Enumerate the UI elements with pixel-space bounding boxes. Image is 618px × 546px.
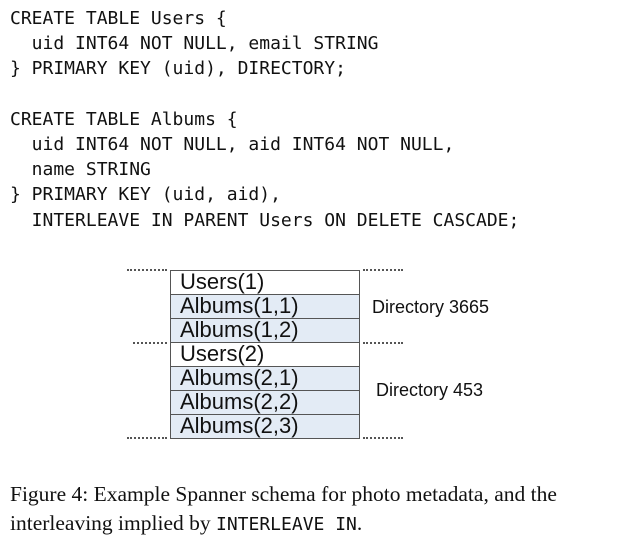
row-albums-2-2: Albums(2,2)	[170, 390, 360, 414]
directory-label-3665: Directory 3665	[372, 297, 490, 317]
code-line: CREATE TABLE Albums {	[10, 108, 238, 130]
caption-suffix: .	[356, 511, 363, 535]
row-albums-2-1: Albums(2,1)	[170, 366, 360, 390]
code-line: name STRING	[10, 159, 151, 181]
row-users-2: Users(2)	[170, 342, 360, 366]
directory-boundary-top-right	[363, 269, 403, 271]
row-albums-1-1: Albums(1,1)	[170, 294, 360, 318]
row-albums-2-3: Albums(2,3)	[170, 414, 360, 439]
code-line: uid INT64 NOT NULL, email STRING	[10, 33, 379, 55]
code-line: uid INT64 NOT NULL, aid INT64 NOT NULL,	[10, 133, 455, 155]
directory-label-453: Directory 453	[376, 380, 484, 400]
directory-boundary-bottom-left	[127, 437, 167, 439]
directory-boundary-mid-right	[363, 342, 403, 344]
directory-boundary-mid-left	[133, 342, 167, 344]
schema-code-block: CREATE TABLE Users { uid INT64 NOT NULL,…	[10, 6, 519, 233]
code-line: INTERLEAVE IN PARENT Users ON DELETE CAS…	[10, 209, 520, 231]
directory-boundary-bottom-right	[363, 437, 403, 439]
caption-text: Figure 4: Example Spanner schema for pho…	[10, 482, 557, 535]
code-line: } PRIMARY KEY (uid), DIRECTORY;	[10, 58, 346, 80]
code-line: } PRIMARY KEY (uid, aid),	[10, 184, 281, 206]
caption-code-term: INTERLEAVE IN	[216, 514, 357, 535]
row-albums-1-2: Albums(1,2)	[170, 318, 360, 342]
row-users-1: Users(1)	[170, 270, 360, 294]
directory-boundary-top-left	[127, 269, 167, 271]
code-line: CREATE TABLE Users {	[10, 8, 227, 29]
figure-caption: Figure 4: Example Spanner schema for pho…	[10, 480, 615, 539]
